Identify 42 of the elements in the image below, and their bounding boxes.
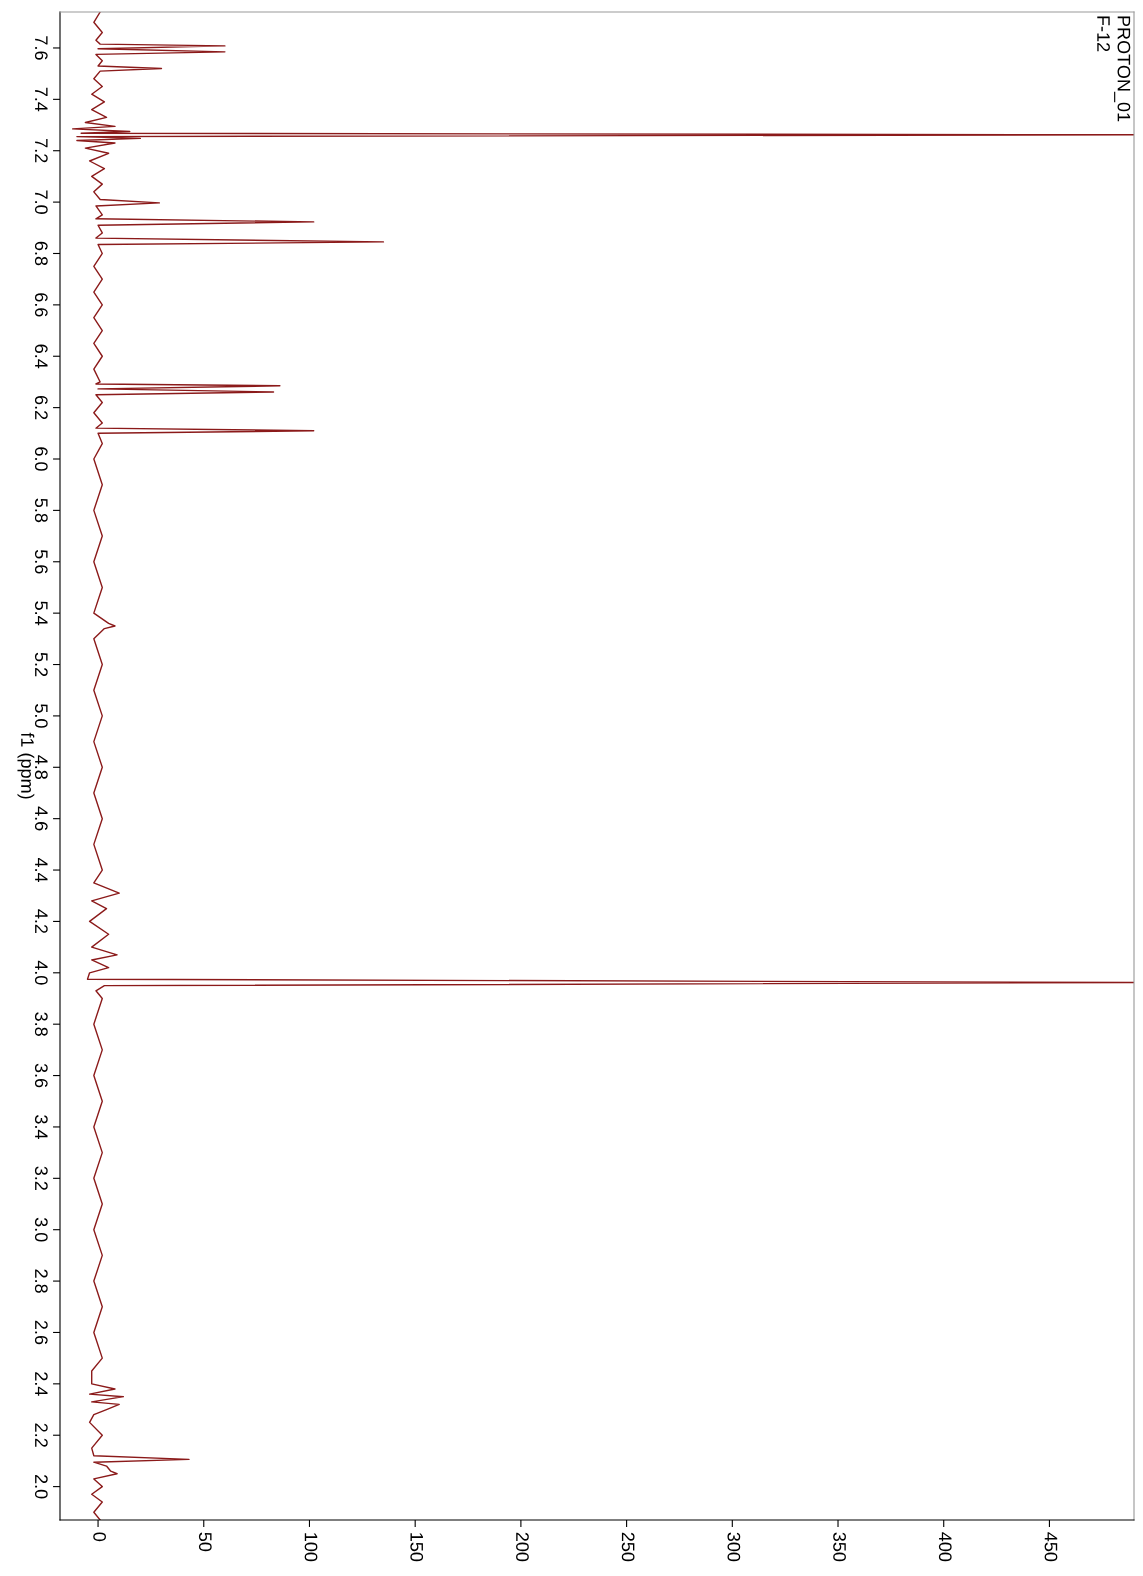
y-tick-label: 3.8 [34,1012,48,1036]
x-tick-label: 250 [621,1532,635,1562]
y-tick-label: 2.4 [35,1372,48,1396]
y-tick-label: 3.4 [34,1115,48,1139]
y-tick-label: 4.0 [34,960,48,985]
y-tick-label: 5.0 [34,704,48,728]
y-axis-title: f1 (ppm) [17,732,35,799]
x-tick-label: 50 [198,1532,212,1552]
x-tick-label: 0 [93,1532,106,1542]
y-tick-label: 2.6 [34,1320,48,1345]
x-tick-label: 100 [304,1533,318,1562]
x-tick-label: 300 [727,1532,741,1562]
y-tick-label: 4.2 [35,909,48,934]
y-tick-label: 5.8 [34,498,48,523]
y-tick-label: 7.0 [34,190,48,214]
y-tick-label: 7.2 [35,139,48,163]
y-tick-label: 5.6 [34,549,48,574]
y-tick-label: 2.0 [34,1474,48,1499]
y-tick-label: 7.4 [35,87,48,112]
y-tick-label: 3.6 [34,1063,48,1088]
y-tick-label: 6.6 [34,293,48,317]
x-tick-label: 450 [1044,1532,1058,1562]
x-tick-label: 400 [938,1532,952,1562]
y-tick-label: 4.8 [34,755,48,780]
y-tick-label: 5.4 [34,601,48,626]
x-tick-label: 350 [833,1532,846,1562]
y-tick-label: 3.0 [34,1217,48,1242]
y-tick-label: 2.8 [34,1269,48,1293]
y-tick-label: 7.6 [34,36,48,60]
y-tick-label: 5.2 [34,652,48,677]
y-tick-label: 4.4 [35,857,48,883]
y-tick-label: 2.2 [35,1423,48,1447]
annotation: F-12 [1097,16,1110,52]
y-tick-label: 6.0 [34,447,48,471]
annotation: PROTON_01 [1114,16,1131,122]
y-tick-label: 4.6 [34,806,48,831]
x-tick-label: 200 [516,1532,529,1562]
y-tick-label: 6.2 [34,395,48,420]
y-tick-label: 6.8 [34,241,48,266]
y-tick-label: 3.2 [34,1166,48,1190]
y-tick-label: 6.4 [34,344,48,369]
x-tick-label: 150 [410,1533,424,1562]
